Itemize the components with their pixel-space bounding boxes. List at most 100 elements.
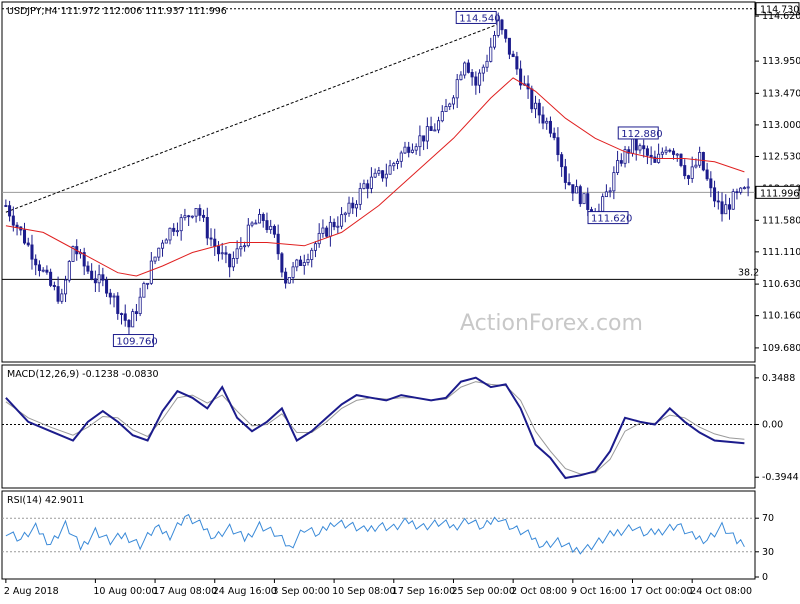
candle-body: [172, 227, 176, 232]
candle-body: [284, 271, 288, 284]
price-tick-label: 112.530: [762, 151, 800, 162]
candle-body: [683, 165, 687, 177]
price-tick-label: 110.160: [762, 311, 800, 322]
candle-body: [30, 244, 34, 260]
candle-body: [739, 187, 743, 193]
time-tick-label: 24 Oct 08:00: [690, 586, 752, 597]
rsi-tick-label: 70: [762, 513, 774, 524]
candle-body: [105, 279, 109, 294]
candle-body: [146, 282, 150, 285]
candle-body: [470, 72, 474, 78]
rsi-panel-frame: [1, 490, 756, 580]
candle-body: [548, 120, 552, 134]
candle-body: [131, 311, 135, 328]
candle-body: [254, 222, 258, 225]
candle-body: [112, 295, 116, 298]
candle-body: [731, 191, 735, 210]
candle-body: [209, 237, 213, 240]
price-tick-label: 114.620: [762, 11, 800, 22]
candle-body: [410, 149, 414, 153]
candle-body: [205, 217, 209, 239]
candle-body: [336, 225, 340, 228]
candle-body: [474, 76, 478, 86]
candle-body: [239, 246, 243, 250]
candle-body: [504, 29, 508, 39]
candle-body: [675, 153, 679, 156]
time-tick-label: 10 Aug 00:00: [93, 586, 157, 597]
candle-body: [343, 212, 347, 216]
time-tick-label: 9 Oct 16:00: [571, 586, 627, 597]
candle-body: [694, 164, 698, 168]
candle-body: [649, 154, 653, 158]
candle-body: [56, 286, 60, 302]
candle-body: [280, 253, 284, 273]
candle-body: [321, 227, 325, 234]
moving-average: [5, 77, 745, 277]
macd-axis: 0.3488 0.00 -0.3944: [755, 373, 799, 483]
candle-body: [578, 186, 582, 205]
candle-body: [149, 260, 153, 284]
candle-body: [369, 176, 373, 189]
candle-body: [582, 193, 586, 205]
price-tag-label: 112.880: [621, 129, 662, 140]
candle-body: [340, 214, 344, 227]
top-level-tag-box: [755, 2, 800, 16]
candle-body: [362, 183, 366, 189]
candle-body: [82, 252, 86, 267]
candle-body: [638, 145, 642, 151]
candle-body: [358, 188, 362, 205]
candle-body: [373, 172, 377, 178]
symbol-header: USDJPY,H4 111.972 112.006 111.937 111.99…: [7, 6, 227, 17]
candle-body: [246, 224, 250, 247]
candle-body: [392, 163, 396, 167]
candle-body: [627, 149, 631, 154]
macd-tick-label: 0.3488: [762, 373, 795, 384]
candle-body: [511, 53, 515, 58]
price-tags: 114.540 109.760 111.620 112.880: [112, 10, 663, 348]
candle-body: [746, 186, 750, 189]
candle-body: [403, 146, 407, 154]
candle-body: [630, 138, 635, 154]
price-tick-label: 113.000: [762, 120, 800, 131]
fib-38-2-label: 38.2: [738, 267, 759, 278]
candle-body: [4, 205, 8, 207]
candle-body: [481, 66, 485, 74]
candle-body: [11, 215, 15, 226]
candle-body: [395, 160, 400, 164]
candle-body: [556, 137, 560, 156]
candle-body: [220, 252, 224, 255]
candle-body: [325, 227, 329, 237]
candle-body: [709, 178, 713, 189]
candle-body: [64, 279, 68, 295]
candle-body: [381, 170, 385, 179]
rsi-tick-label: 30: [762, 547, 774, 558]
candle-body: [287, 277, 291, 284]
candle-body: [299, 259, 303, 266]
candle-body: [496, 19, 500, 36]
candle-body: [168, 227, 172, 241]
candle-body: [134, 311, 138, 315]
candle-body: [616, 160, 620, 173]
candle-body: [455, 79, 459, 99]
candle-body: [52, 285, 56, 287]
candle-body: [175, 230, 179, 233]
candle-body: [377, 170, 381, 174]
candle-body: [742, 187, 746, 190]
candle-body: [243, 245, 247, 248]
dotted-trendline: [5, 23, 499, 213]
candle-body: [440, 111, 444, 122]
candle-body: [60, 293, 64, 302]
candle-body: [49, 271, 53, 286]
watermark: ActionForex.com: [460, 311, 643, 336]
trendline: [5, 23, 499, 213]
candle-body: [701, 152, 705, 171]
candle-body: [179, 217, 183, 232]
price-panel-frame: [1, 1, 756, 363]
candle-body: [530, 88, 534, 110]
candle-body: [716, 200, 720, 203]
candle-body: [660, 151, 664, 155]
candle-body: [459, 74, 463, 81]
candle-body: [545, 120, 549, 124]
